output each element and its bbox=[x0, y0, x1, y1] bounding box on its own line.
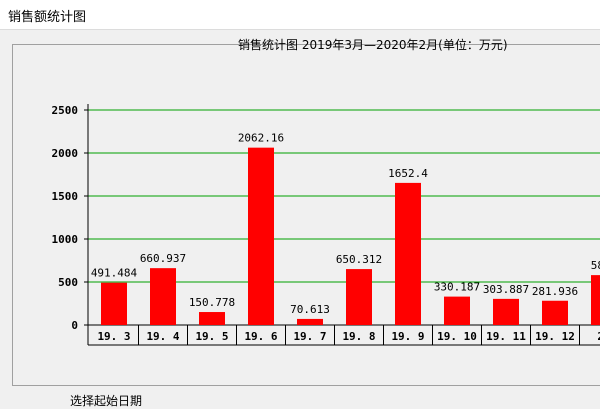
data-label: 650.312 bbox=[336, 253, 382, 266]
x-tick-label: 19. 4 bbox=[146, 330, 179, 343]
x-tick-label: 19. 6 bbox=[244, 330, 277, 343]
data-label: 1652.4 bbox=[388, 167, 428, 180]
data-label: 70.613 bbox=[290, 303, 330, 316]
data-label: 330.187 bbox=[434, 281, 480, 294]
data-label: 2062.16 bbox=[238, 132, 284, 145]
bar bbox=[199, 312, 225, 325]
y-tick-label: 1500 bbox=[52, 190, 79, 203]
data-label: 150.778 bbox=[189, 296, 235, 309]
bar bbox=[542, 300, 568, 325]
bar bbox=[150, 268, 176, 325]
y-tick-label: 0 bbox=[71, 319, 78, 332]
window-title: 销售额统计图 bbox=[8, 10, 87, 25]
x-tick-label: 19. 9 bbox=[391, 330, 424, 343]
x-tick-label: 19. 8 bbox=[342, 330, 375, 343]
y-tick-label: 500 bbox=[58, 276, 78, 289]
select-start-date-label: 选择起始日期 bbox=[70, 394, 143, 408]
x-tick-label: 19. 7 bbox=[293, 330, 326, 343]
bar bbox=[591, 275, 600, 325]
bar bbox=[297, 318, 323, 325]
y-tick-label: 2500 bbox=[52, 104, 79, 117]
data-label: 660.937 bbox=[140, 252, 186, 265]
chart-title: 销售统计图 2019年3月—2020年2月(单位：万元) bbox=[238, 38, 508, 52]
window-client bbox=[0, 30, 600, 400]
x-tick-label: 19. 12 bbox=[535, 330, 575, 343]
bar bbox=[101, 282, 127, 325]
data-label: 281.936 bbox=[532, 285, 578, 298]
y-tick-label: 2000 bbox=[52, 147, 79, 160]
x-tick-label: 19. 10 bbox=[437, 330, 477, 343]
chart-groupbox bbox=[12, 44, 600, 386]
bar bbox=[493, 298, 519, 325]
x-tick-label: 19. 3 bbox=[97, 330, 130, 343]
bar bbox=[248, 147, 274, 325]
data-label: 303.887 bbox=[483, 283, 529, 296]
y-tick-label: 1000 bbox=[52, 233, 79, 246]
bar bbox=[395, 182, 421, 325]
bar bbox=[346, 269, 372, 325]
x-tick-label: 20 bbox=[597, 330, 600, 343]
data-label: 491.484 bbox=[91, 267, 138, 280]
x-tick-label: 19. 5 bbox=[195, 330, 228, 343]
bar bbox=[444, 296, 470, 325]
x-tick-label: 19. 11 bbox=[486, 330, 526, 343]
title-bar: 销售额统计图 bbox=[0, 0, 600, 30]
data-label: 580. bbox=[591, 259, 600, 272]
bar-chart: 0 500 1000 1500 2000 2500 491.484 19. 3 660.937 1… bbox=[52, 104, 600, 346]
